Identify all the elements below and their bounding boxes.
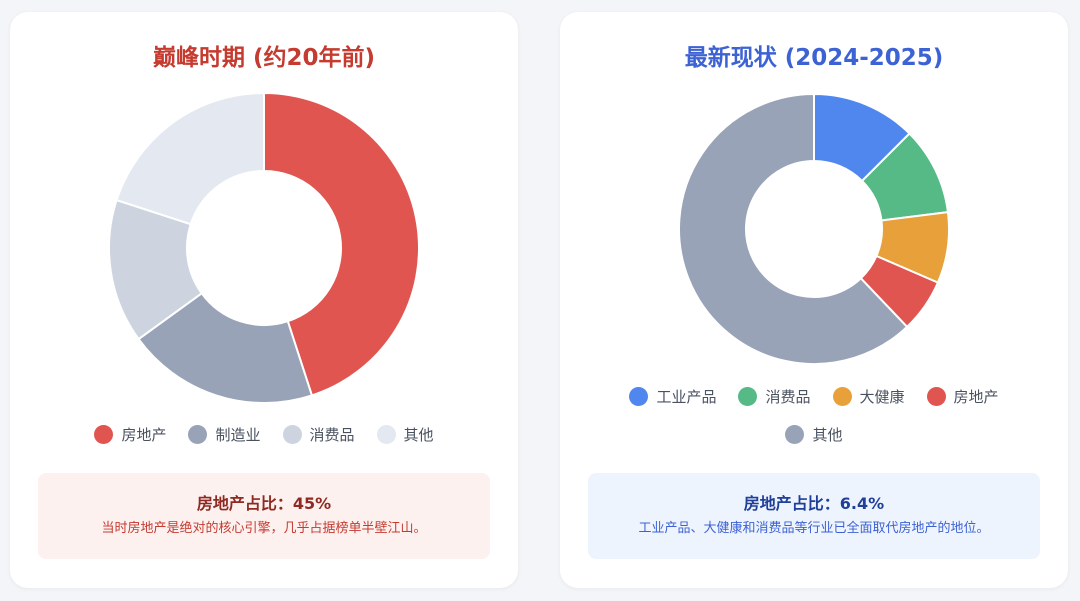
peak-chart-title: 巅峰时期 (约20年前) (152, 45, 376, 71)
legend-swatch-0-0 (94, 424, 114, 444)
legend-swatch-1-2 (832, 386, 852, 406)
peak-info-text: 当时房地产是绝对的核心引擎，几乎占据榜单半壁江山。 (101, 521, 427, 536)
legend-label-1-0: 工业产品 (656, 387, 717, 406)
current-chart-title: 最新现状 (2024-2025) (684, 45, 944, 71)
legend-label-1-1: 消费品 (765, 387, 811, 406)
legend-label-1-2: 大健康 (859, 387, 905, 406)
legend-swatch-0-2 (282, 424, 302, 444)
legend-item-1-0[interactable]: 工业产品 (629, 385, 716, 407)
legend-label-0-3: 其他 (403, 425, 434, 444)
legend-label-0-1: 制造业 (215, 425, 261, 444)
current-status-card: 最新现状 (2024-2025) 工业产品 消费品 大健康 房地产其他 房地产占比：6… (560, 12, 1068, 588)
current-info-text: 工业产品、大健康和消费品等行业已全面取代房地产的地位。 (638, 521, 990, 536)
current-donut-chart (678, 92, 950, 365)
current-legend: 工业产品 消费品 大健康 房地产其他 (590, 385, 1038, 445)
legend-swatch-0-1 (188, 424, 208, 444)
legend-item-0-2[interactable]: 消费品 (282, 423, 355, 445)
legend-swatch-1-0 (629, 386, 649, 406)
current-info-title: 房地产占比：6.4% (743, 494, 885, 513)
legend-item-1-2[interactable]: 大健康 (832, 385, 905, 407)
donut-slice-0-0[interactable] (263, 91, 420, 397)
legend-swatch-1-4 (785, 424, 805, 444)
peak-donut-chart (108, 91, 420, 404)
peak-legend: 房地产 制造业 消费品 其他 (40, 423, 488, 445)
current-info-box: 房地产占比：6.4% 工业产品、大健康和消费品等行业已全面取代房地产的地位。 (588, 473, 1040, 559)
donut-slice-0-1[interactable] (137, 291, 314, 404)
legend-item-0-1[interactable]: 制造业 (188, 423, 261, 445)
legend-item-0-3[interactable]: 其他 (376, 423, 434, 445)
legend-item-1-1[interactable]: 消费品 (738, 385, 811, 407)
legend-swatch-1-1 (738, 386, 758, 406)
legend-item-0-0[interactable]: 房地产 (94, 423, 166, 445)
donut-slice-1-4[interactable] (678, 92, 909, 365)
legend-label-0-2: 消费品 (309, 425, 355, 444)
legend-label-1-4: 其他 (812, 425, 843, 444)
legend-item-1-3[interactable]: 房地产 (926, 385, 999, 407)
legend-swatch-1-3 (926, 386, 946, 406)
peak-period-card: 巅峰时期 (约20年前) 房地产 制造业 消费品 其他 房地产占比：45% 当时房地产… (10, 12, 518, 588)
legend-label-0-0: 房地产 (121, 425, 167, 444)
donut-slice-0-2[interactable] (108, 198, 204, 341)
legend-item-1-4[interactable]: 其他 (785, 423, 843, 445)
donut-slice-0-3[interactable] (115, 91, 265, 226)
peak-info-box: 房地产占比：45% 当时房地产是绝对的核心引擎，几乎占据榜单半壁江山。 (38, 473, 490, 559)
peak-info-title: 房地产占比：45% (196, 494, 332, 513)
legend-label-1-3: 房地产 (953, 387, 999, 406)
legend-swatch-0-3 (376, 424, 396, 444)
